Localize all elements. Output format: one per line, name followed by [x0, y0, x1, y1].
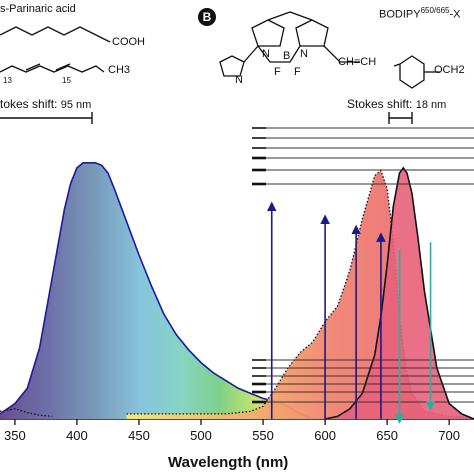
- atom-f-1: F: [274, 66, 281, 78]
- bodipy-name: BODIPY: [379, 8, 421, 21]
- cooh-label: COOH: [112, 36, 145, 48]
- atom-b: B: [283, 50, 291, 62]
- ether-label: OCH2: [434, 64, 465, 76]
- x-tick-label-650: 650: [376, 428, 398, 443]
- locant-15: 15: [62, 76, 71, 85]
- x-tick-label-600: 600: [314, 428, 336, 443]
- x-ticks: 350 400 450 500 550 600 650 700: [4, 419, 460, 443]
- stokes-label-a: tokes shift: 95 nm: [0, 97, 91, 111]
- panel-b-badge: B: [198, 8, 216, 26]
- stokes-text-a: tokes shift:: [0, 97, 58, 111]
- x-tick-label-450: 450: [128, 428, 150, 443]
- stokes-value-a: 95 nm: [60, 99, 92, 111]
- bodipy-structure: [219, 11, 440, 89]
- plot-area: [0, 162, 474, 420]
- atom-n-3: N: [235, 74, 243, 86]
- x-tick-label-550: 550: [252, 428, 274, 443]
- bodipy-suffix: -X: [449, 8, 461, 21]
- x-tick-label-500: 500: [190, 428, 212, 443]
- atom-n-1: N: [262, 48, 270, 60]
- locant-13: 13: [3, 76, 12, 85]
- ch3-label: CH3: [108, 64, 131, 76]
- stokes-label-b: Stokes shift: 18 nm: [347, 97, 446, 111]
- stokes-text-b: Stokes shift:: [347, 97, 413, 111]
- x-axis-label: Wavelength (nm): [168, 454, 289, 471]
- transition-arrows: [266, 201, 436, 424]
- stokes-value-b: 18 nm: [415, 99, 447, 111]
- compound-label-b: BODIPY650/665-X: [379, 6, 461, 21]
- bodipy-superscript: 650/665: [420, 6, 450, 15]
- series-0-line: [0, 162, 314, 420]
- atom-f-2: F: [294, 66, 301, 78]
- stokes-bar-a: [0, 112, 93, 124]
- x-tick-label-700: 700: [438, 428, 460, 443]
- compound-label-a: s-Parinaric acid: [0, 3, 76, 15]
- atom-n-2: N: [300, 48, 308, 60]
- series-1-line: [0, 408, 53, 418]
- vinyl-label: CH=CH: [338, 56, 377, 68]
- series-0-fill: [0, 162, 313, 420]
- x-tick-label-350: 350: [4, 428, 26, 443]
- energy-levels: [252, 127, 474, 404]
- parinaric-acid-structure: [0, 26, 111, 73]
- stokes-bar-b: [388, 112, 413, 124]
- x-tick-label-400: 400: [66, 428, 88, 443]
